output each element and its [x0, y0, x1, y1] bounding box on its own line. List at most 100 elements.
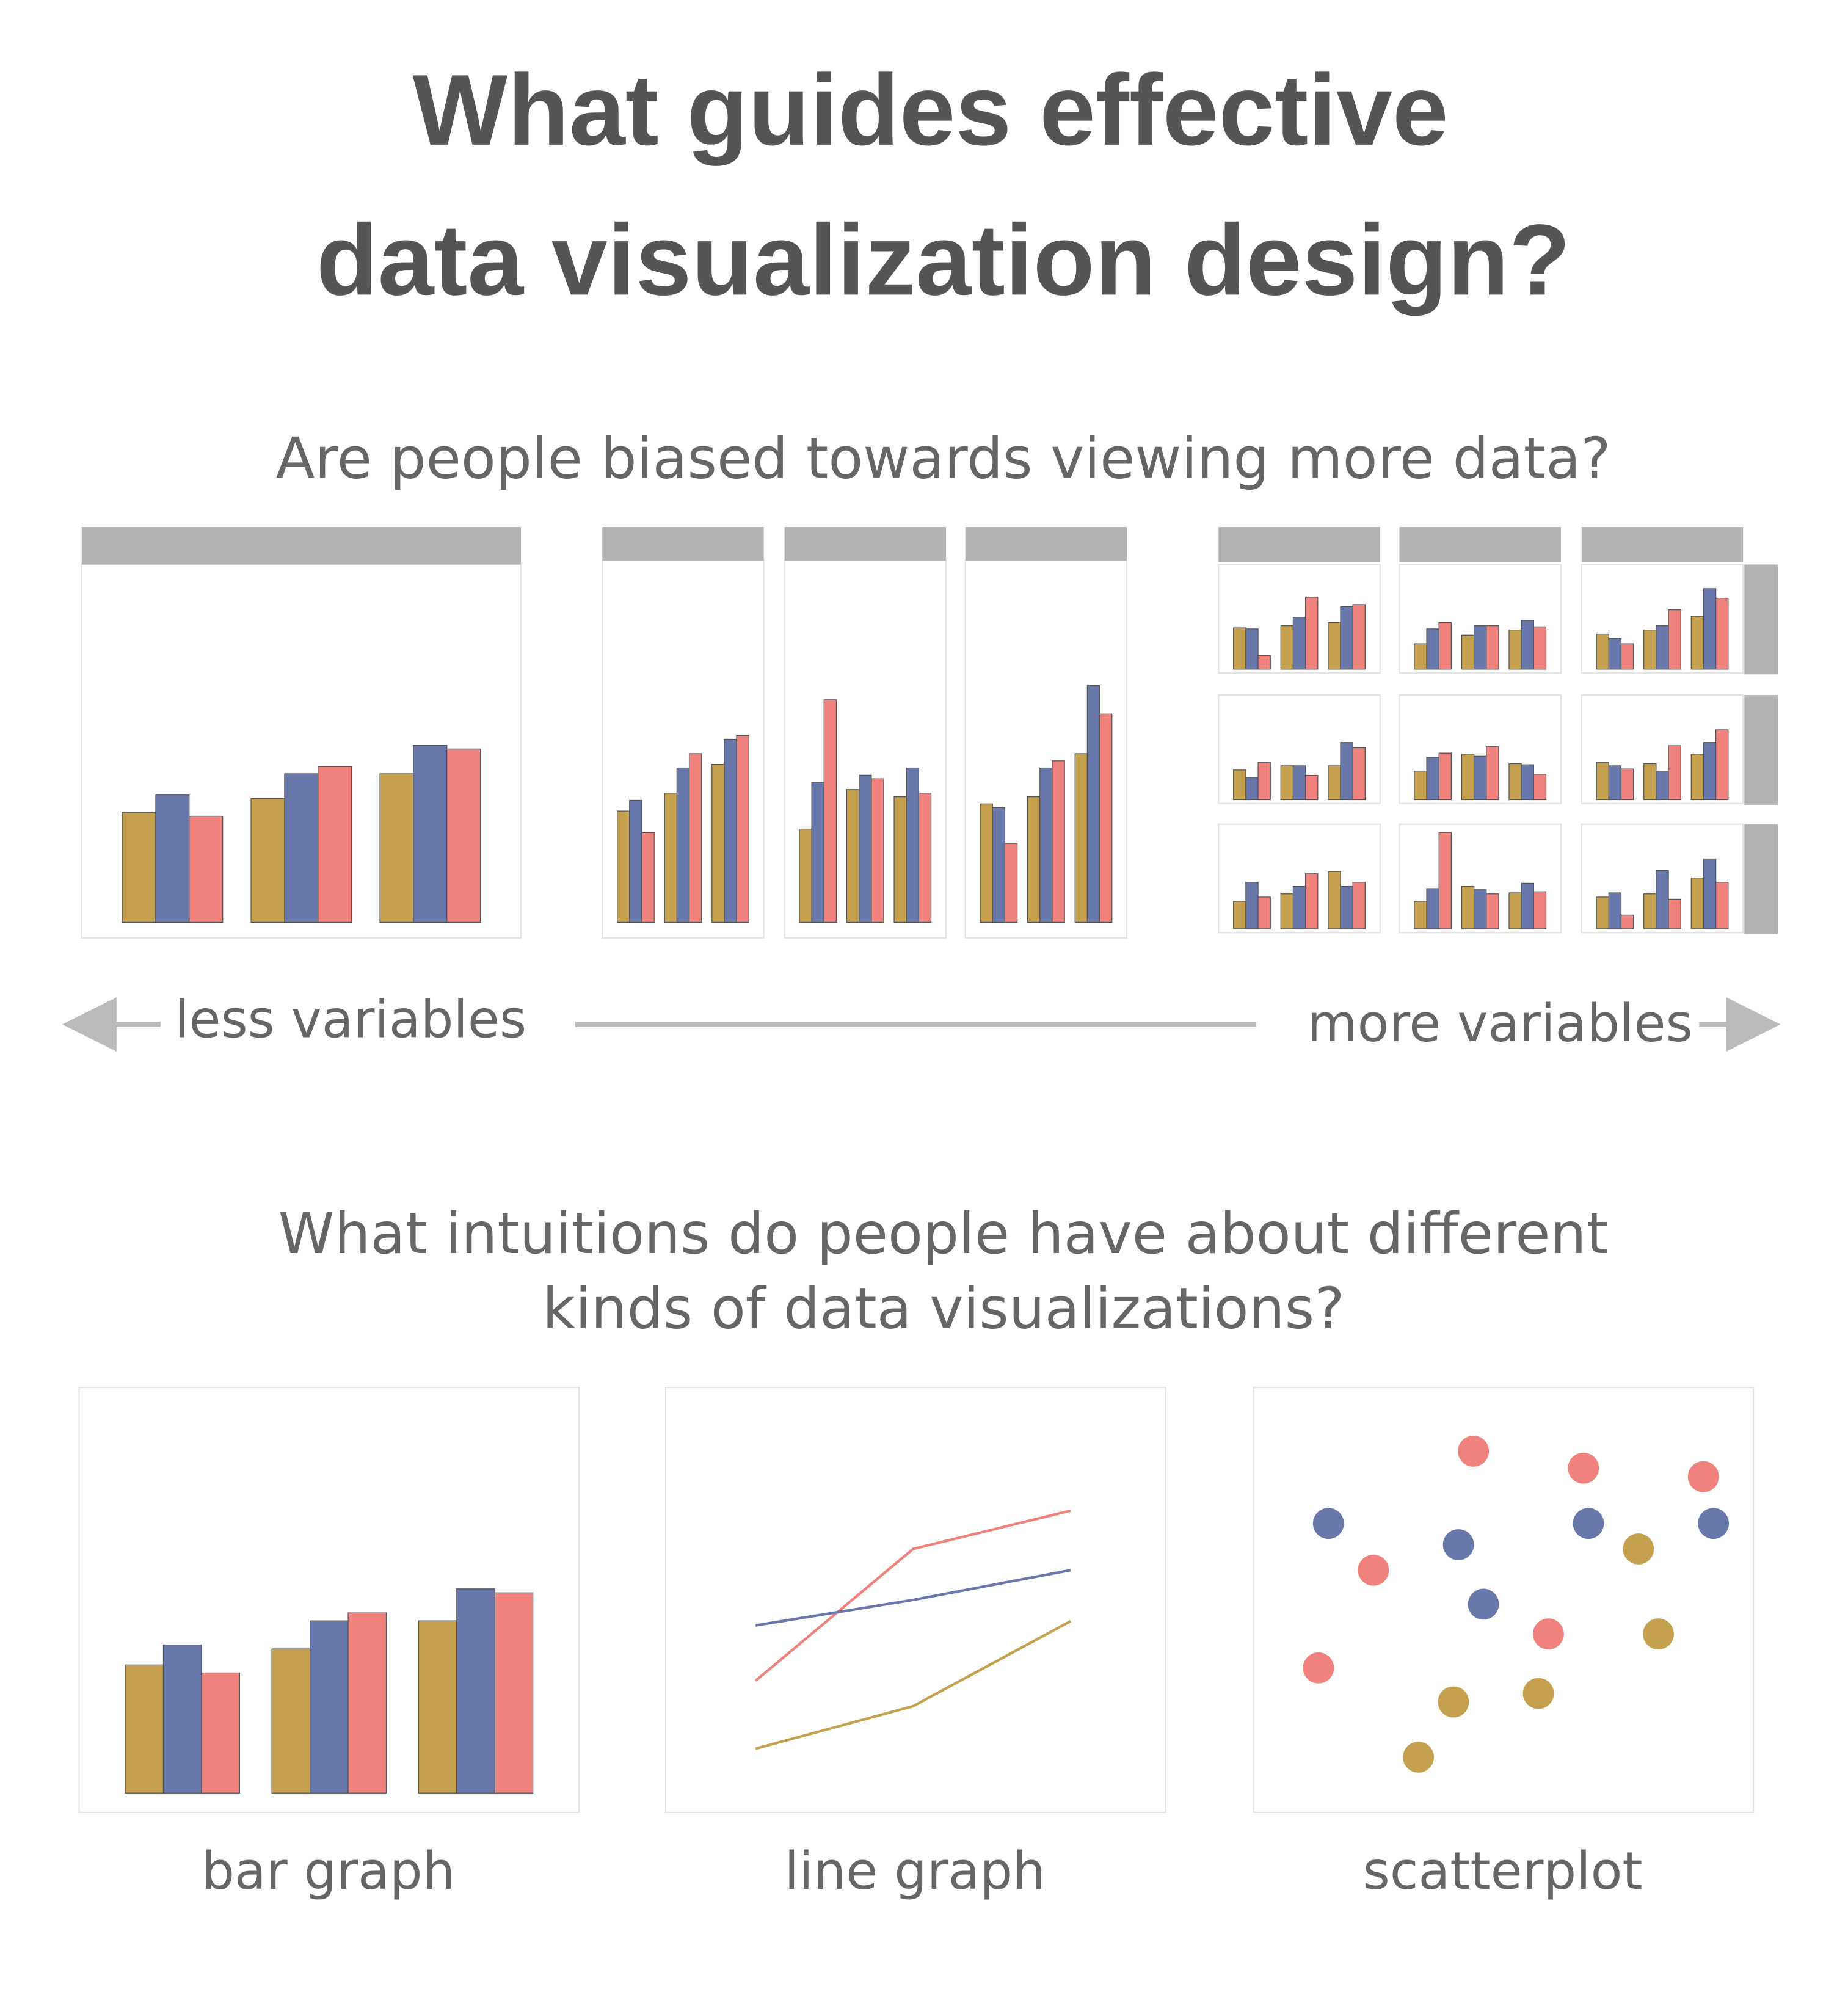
- bar: [676, 767, 690, 923]
- bar: [1473, 755, 1487, 801]
- bar: [1643, 763, 1657, 801]
- bar: [1438, 832, 1452, 929]
- bar: [1086, 685, 1100, 923]
- bar: [823, 699, 837, 923]
- title-line: data visualization design?: [316, 203, 1571, 316]
- point: [1533, 1618, 1564, 1650]
- bar: [1656, 770, 1669, 801]
- facet-strip: [1744, 695, 1778, 805]
- bar: [1473, 889, 1487, 929]
- facet-strip: [1399, 527, 1561, 562]
- bar: [1703, 858, 1717, 929]
- bar: [456, 1588, 495, 1794]
- bar: [1508, 629, 1522, 670]
- bar: [1352, 747, 1366, 801]
- point: [1468, 1588, 1499, 1620]
- bar: [1690, 616, 1704, 670]
- bar: [1039, 767, 1053, 923]
- bar: [1292, 885, 1306, 929]
- bar: [1596, 896, 1609, 929]
- bar: [1533, 626, 1547, 670]
- bar: [1486, 746, 1499, 801]
- bar: [1461, 885, 1475, 929]
- bar: [201, 1672, 240, 1794]
- point: [1438, 1686, 1469, 1718]
- caption: scatterplot: [1363, 1841, 1643, 1901]
- point: [1303, 1652, 1334, 1684]
- bar: [1292, 765, 1306, 801]
- bar: [1328, 871, 1341, 929]
- bar: [1461, 754, 1475, 801]
- bar: [122, 812, 156, 923]
- facet-strip: [965, 527, 1127, 561]
- bar: [846, 789, 860, 923]
- bar: [859, 774, 872, 923]
- bar: [1668, 745, 1681, 801]
- bar: [724, 738, 737, 923]
- point: [1643, 1618, 1674, 1650]
- bar: [1245, 882, 1259, 929]
- bar: [1292, 617, 1306, 670]
- bar: [980, 803, 993, 923]
- bar: [736, 735, 749, 923]
- bar: [1340, 742, 1353, 801]
- bar: [1668, 609, 1681, 670]
- bar: [1257, 655, 1271, 670]
- caption: bar graph: [202, 1841, 455, 1901]
- point: [1442, 1529, 1474, 1560]
- bar: [1414, 901, 1427, 929]
- bar: [1521, 620, 1534, 670]
- bar: [418, 1620, 457, 1794]
- line: [755, 1619, 1072, 1750]
- bar: [318, 766, 352, 923]
- bar: [309, 1620, 349, 1794]
- caption: line graph: [785, 1841, 1046, 1901]
- point: [1312, 1508, 1344, 1539]
- bar: [1643, 893, 1657, 929]
- bar: [711, 764, 725, 923]
- question: Are people biased towards viewing more d…: [276, 426, 1611, 492]
- bar: [1074, 753, 1088, 923]
- bar: [1280, 765, 1294, 801]
- bar: [1304, 873, 1319, 929]
- bar: [1620, 643, 1634, 670]
- bar: [347, 1612, 387, 1794]
- point: [1403, 1742, 1434, 1773]
- bar: [1486, 625, 1499, 670]
- bar: [1608, 765, 1622, 801]
- bar: [1703, 588, 1717, 670]
- bar: [811, 782, 824, 923]
- bar: [162, 1644, 202, 1794]
- bar: [893, 796, 907, 923]
- bar: [1486, 893, 1499, 929]
- bar: [1620, 768, 1634, 801]
- arrow-head-left: [62, 997, 117, 1052]
- bar: [1426, 757, 1439, 801]
- bar: [250, 798, 285, 923]
- bar: [1280, 625, 1294, 670]
- bar: [1245, 628, 1259, 670]
- bar: [1426, 628, 1439, 670]
- bar: [1473, 625, 1487, 670]
- bar: [413, 744, 448, 923]
- point: [1522, 1678, 1554, 1709]
- facet-strip: [81, 527, 521, 565]
- bar: [1438, 622, 1452, 670]
- bar: [125, 1664, 164, 1794]
- bar: [1257, 896, 1271, 929]
- question: kinds of data visualizations?: [542, 1276, 1345, 1342]
- bar: [1280, 893, 1294, 929]
- bar: [1027, 796, 1041, 923]
- bar: [1703, 742, 1717, 801]
- bar: [1656, 625, 1669, 670]
- facet-strip: [602, 527, 764, 561]
- facet-strip: [1218, 527, 1380, 562]
- variables-arrow: [62, 997, 1781, 1052]
- bar: [1352, 882, 1366, 929]
- bar: [271, 1648, 311, 1794]
- bar: [1233, 901, 1246, 929]
- bar: [1608, 638, 1622, 670]
- bar: [1596, 633, 1609, 670]
- bar: [1052, 760, 1065, 923]
